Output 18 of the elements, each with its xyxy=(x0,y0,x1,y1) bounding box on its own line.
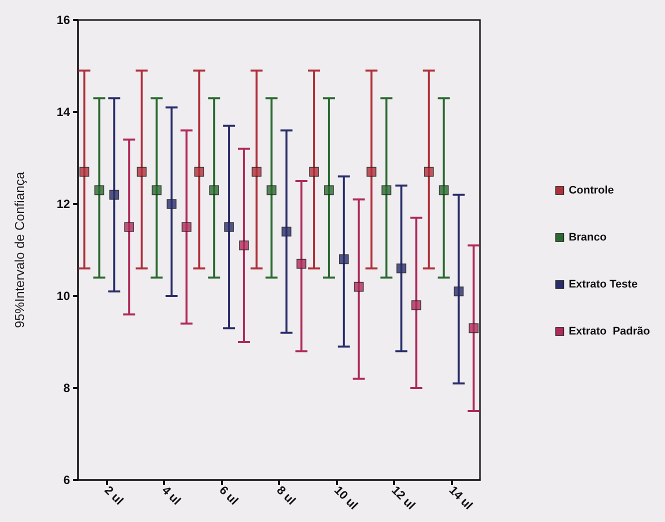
y-tick-label: 8 xyxy=(63,381,70,395)
y-tick-label: 6 xyxy=(63,473,70,487)
y-tick-label: 16 xyxy=(56,13,70,27)
y-tick-label: 10 xyxy=(56,289,70,303)
x-tick-label: 2 ul xyxy=(102,483,126,508)
y-tick-label: 12 xyxy=(56,197,70,211)
legend-label: Controle xyxy=(568,184,614,196)
x-tick-label: 14 ul xyxy=(446,483,476,512)
y-axis-title: 95%Intervalo de Confiança xyxy=(12,171,27,328)
y-tick-label: 14 xyxy=(56,105,70,119)
x-tick-label: 4 ul xyxy=(159,483,184,508)
legend-label: Extrato Padrão xyxy=(568,326,650,338)
legend-label: Extrato Teste xyxy=(568,278,638,290)
legend-label: Branco xyxy=(568,232,607,244)
x-tick-label: 6 ul xyxy=(216,483,242,508)
x-tick-label: 12 ul xyxy=(388,483,418,512)
x-tick-label: 10 ul xyxy=(331,483,361,512)
x-tick-label: 8 ul xyxy=(274,483,299,508)
